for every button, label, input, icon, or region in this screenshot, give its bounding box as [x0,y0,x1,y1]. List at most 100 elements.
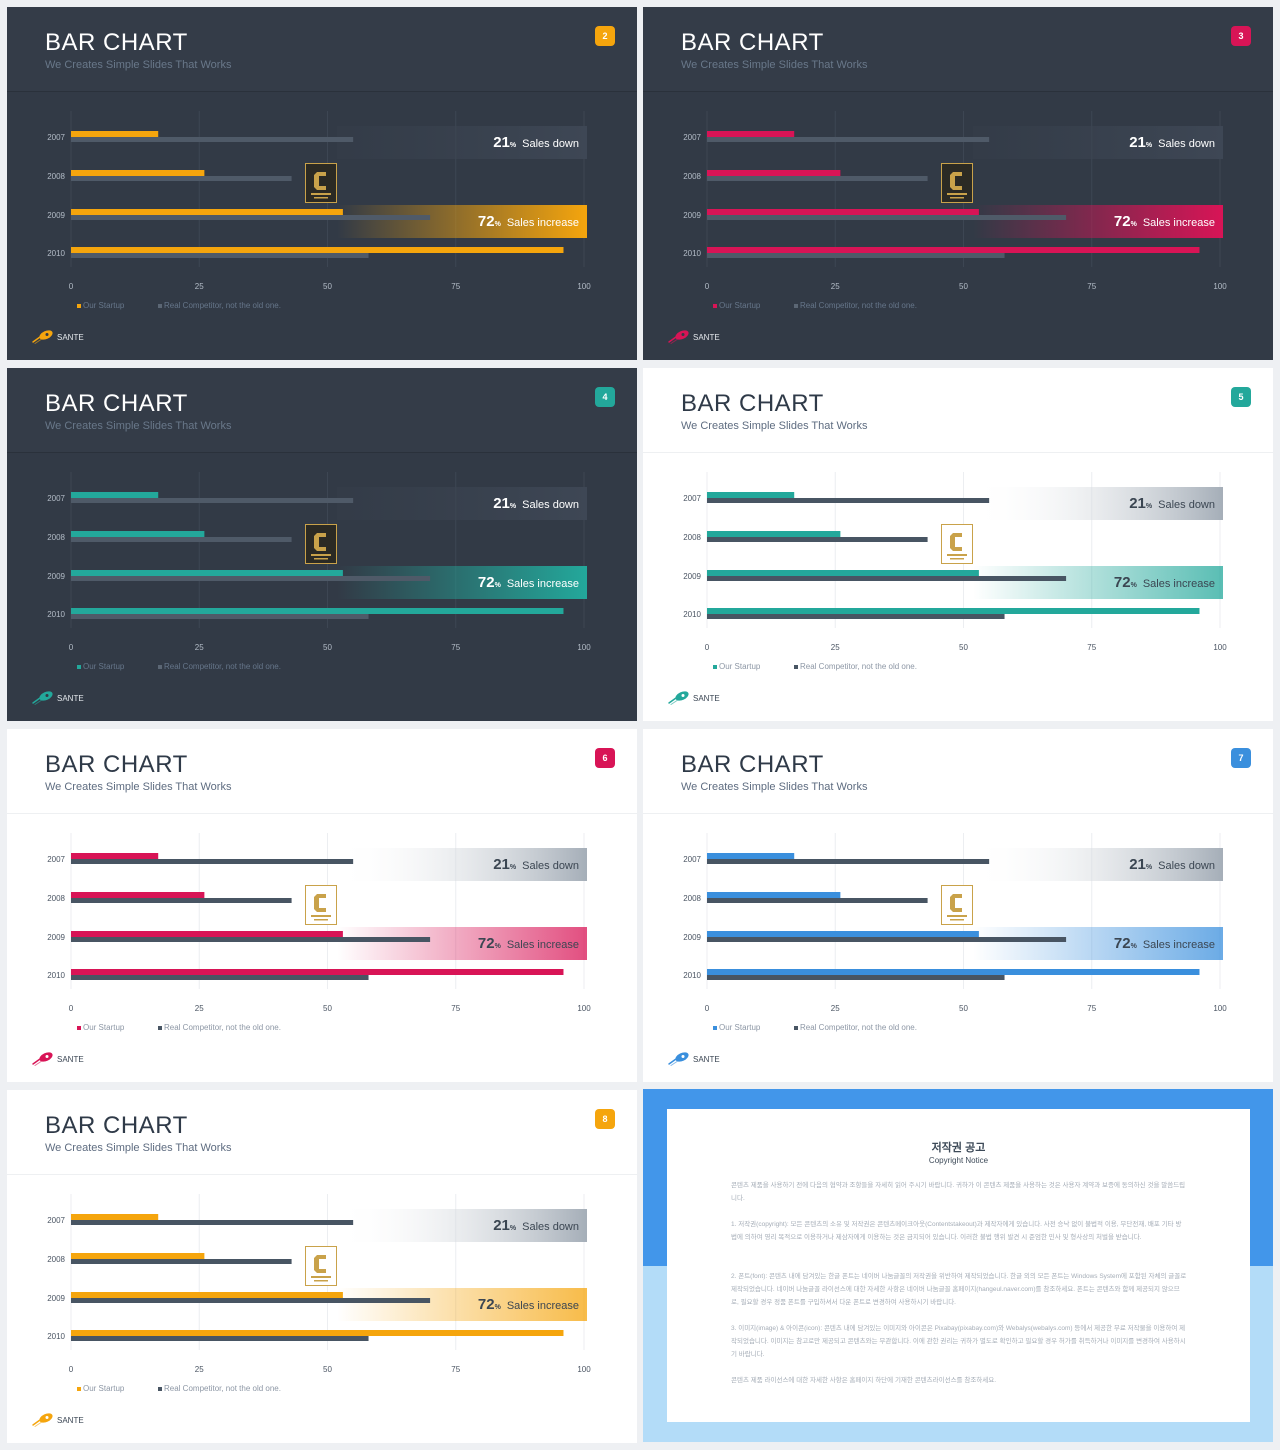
bar-real-competitor [707,137,990,142]
slide-header: BAR CHART We Creates Simple Slides That W… [7,368,637,453]
slide-title: BAR CHART [45,751,188,778]
sales-down-band [337,848,587,881]
sales-increase-band [973,205,1223,238]
y-tick-label: 2010 [47,1332,65,1341]
bar-real-competitor [71,176,292,181]
page-number-badge: 8 [595,1109,615,1129]
sante-logo: SANTE [31,1410,111,1430]
sales-down-band [973,126,1223,159]
bar-real-competitor [71,898,292,903]
y-tick-label: 2008 [683,533,701,542]
sales-down-band [973,848,1223,881]
legend-label: Real Competitor, not the old one. [164,301,281,310]
slide-header: BAR CHART We Creates Simple Slides That W… [7,1090,637,1175]
y-tick-label: 2008 [683,894,701,903]
bar-real-competitor [71,253,369,258]
page-number-badge: 4 [595,387,615,407]
bar-our-startup [71,492,159,498]
slide-header: BAR CHART We Creates Simple Slides That W… [7,7,637,92]
logo-text: SANTE [57,1055,84,1064]
contents-watermark-icon [305,524,337,564]
bar-our-startup [707,209,979,215]
legend-item-real-competitor: Real Competitor, not the old one. [794,662,917,671]
legend-label: Our Startup [719,1023,761,1032]
sales-down-band [337,126,587,159]
bar-chart: 2007 2008 2009 2010 0 25 50 75 100 21% Sales down 7… [683,111,1227,291]
slide-title: BAR CHART [681,751,824,778]
sales-increase-band [337,566,587,599]
bar-our-startup [707,170,841,176]
legend-label: Our Startup [83,1023,125,1032]
bar-our-startup [71,1330,564,1336]
logo-text: SANTE [57,1416,84,1425]
x-tick-label: 50 [959,282,968,291]
contents-watermark-icon [941,163,973,203]
bar-real-competitor [71,1298,431,1303]
page-number-badge: 7 [1231,748,1251,768]
sales-down-callout: 21% Sales down [493,856,579,873]
sales-increase-callout: 72% Sales increase [478,213,579,230]
legend-label: Real Competitor, not the old one. [164,1023,281,1032]
legend-swatch [158,303,162,308]
logo-text: SANTE [693,694,720,703]
slide-title: BAR CHART [45,29,188,56]
x-tick-label: 100 [577,1365,591,1374]
rocket-logo-icon [668,330,689,344]
y-tick-label: 2010 [683,971,701,980]
x-tick-label: 75 [451,643,460,652]
bar-real-competitor [71,498,354,503]
sales-down-band [973,487,1223,520]
x-tick-label: 75 [1087,643,1096,652]
x-tick-label: 100 [577,1004,591,1013]
sales-down-band [337,1209,587,1242]
sante-logo: SANTE [667,1049,747,1069]
x-tick-label: 25 [831,1004,840,1013]
x-tick-label: 50 [323,643,332,652]
x-tick-label: 75 [451,1004,460,1013]
x-tick-label: 75 [1087,1004,1096,1013]
page-number-badge: 5 [1231,387,1251,407]
legend-swatch [77,1025,81,1030]
sales-increase-band [973,927,1223,960]
bar-real-competitor [71,859,354,864]
x-tick-label: 0 [69,282,74,291]
legend-item-our-startup: Our Startup [77,1023,124,1032]
legend-label: Real Competitor, not the old one. [164,1384,281,1393]
x-tick-label: 50 [959,643,968,652]
legend-item-our-startup: Our Startup [77,662,124,671]
sales-increase-band [337,927,587,960]
y-tick-label: 2007 [47,1216,65,1225]
sales-down-callout: 21% Sales down [1129,856,1215,873]
y-tick-label: 2009 [47,1294,65,1303]
bar-our-startup [707,969,1200,975]
legend-item-real-competitor: Real Competitor, not the old one. [158,662,281,671]
slide-title: BAR CHART [681,390,824,417]
sante-logo: SANTE [31,327,111,347]
slide-title: BAR CHART [45,390,188,417]
bar-real-competitor [71,537,292,542]
y-tick-label: 2007 [683,855,701,864]
bar-real-competitor [71,937,431,942]
contents-watermark-icon [305,885,337,925]
legend-label: Our Startup [83,301,125,310]
slide-title: BAR CHART [681,29,824,56]
rocket-logo-icon [32,1413,53,1427]
legend-item-real-competitor: Real Competitor, not the old one. [158,301,281,310]
y-tick-label: 2009 [47,572,65,581]
sales-increase-band [973,566,1223,599]
x-tick-label: 50 [323,1365,332,1374]
bar-real-competitor [707,498,990,503]
bar-real-competitor [71,1259,292,1264]
bar-chart-slide: BAR CHART We Creates Simple Slides That W… [7,368,637,721]
bar-real-competitor [71,975,369,980]
sante-logo: SANTE [31,688,111,708]
bar-our-startup [707,492,795,498]
bar-our-startup [71,1214,159,1220]
bar-our-startup [707,931,979,937]
logo-text: SANTE [693,333,720,342]
sales-down-callout: 21% Sales down [493,495,579,512]
x-tick-label: 100 [1213,643,1227,652]
bar-chart-slide: BAR CHART We Creates Simple Slides That W… [7,1090,637,1443]
x-tick-label: 25 [195,282,204,291]
bar-real-competitor [707,176,928,181]
